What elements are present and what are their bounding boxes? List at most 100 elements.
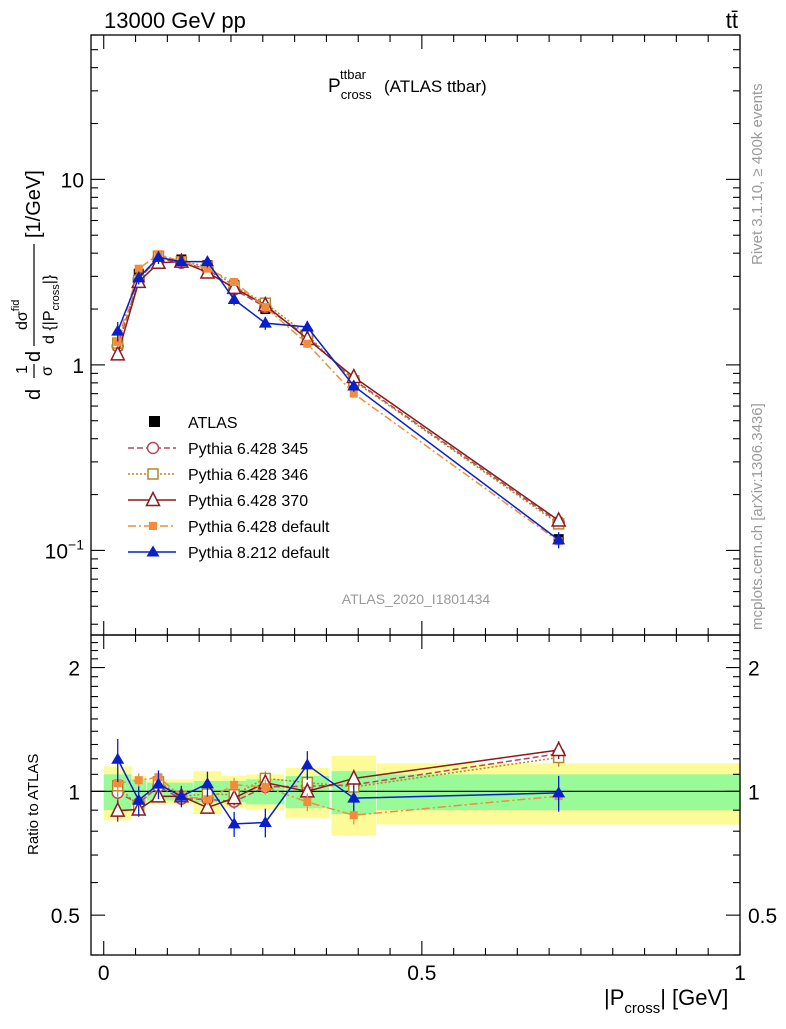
ratio-y-tick-label-right: 0.5 xyxy=(748,905,777,928)
ratio-y-tick-label-right: 1 xyxy=(748,781,760,804)
main-y-tick-label: 1 xyxy=(72,355,84,378)
ratio-point-pythia-8-212-default xyxy=(347,791,361,803)
legend: ATLAS Pythia 6.428 345 Pythia 6.428 346 Pyt… xyxy=(128,415,330,562)
series-point-pythia-8-212-default xyxy=(300,320,314,332)
ratio-point-pythia-8-212-default xyxy=(200,777,214,789)
chart-title-sub: cross xyxy=(341,87,373,102)
ratio-point-pythia-8-212-default xyxy=(258,815,272,827)
chart-title-sup: ttbar xyxy=(340,67,367,82)
legend-label-pythia-8-212-default: Pythia 8.212 default xyxy=(188,545,330,562)
series-line-pythia-8-212-default xyxy=(117,256,560,541)
ratio-y-tick-label-left: 1 xyxy=(68,781,80,804)
ratio-panel-frame xyxy=(90,634,741,956)
legend-marker-pythia-6-428-346 xyxy=(147,468,159,480)
legend-marker-pythia-6-428-default xyxy=(149,522,157,530)
ratio-point-pythia-6-428-default xyxy=(349,811,358,820)
legend-label-pythia-6-428-370: Pythia 6.428 370 xyxy=(188,493,308,510)
ratio-point-pythia-6-428-370 xyxy=(346,769,362,785)
ylabel-frac2-num-main: dσ xyxy=(14,311,31,330)
ratio-point-pythia-6-428-default xyxy=(303,798,312,807)
series-line-pythia-6-428-345 xyxy=(117,257,560,523)
main-y-tick-label-base: 10 xyxy=(45,540,68,563)
series-point-pythia-8-212-default xyxy=(151,250,165,262)
series-line-pythia-6-428-default xyxy=(117,253,560,542)
legend-marker-pythia-6-428-370 xyxy=(145,490,161,507)
ratio-point-pythia-8-212-default xyxy=(227,817,241,829)
xlabel-post: | [GeV] xyxy=(660,985,728,1010)
ratio-point-pythia-6-428-370 xyxy=(110,801,126,817)
ratio-point-pythia-8-212-default xyxy=(111,752,125,764)
chart-title-suffix: (ATLAS ttbar) xyxy=(384,77,487,96)
main-y-tick-label: 10 xyxy=(61,169,84,192)
main-y-tick-label-exponent: −1 xyxy=(68,536,84,552)
mcplots-label: mcplots.cern.ch [arXiv:1306.3436] xyxy=(749,403,766,630)
series-point-pythia-6-428-default xyxy=(303,339,312,348)
series-point-pythia-6-428-default xyxy=(349,389,358,398)
ylabel-frac2-den-main: d {|P xyxy=(41,310,58,344)
ratio-point-pythia-6-428-default xyxy=(261,782,270,791)
series-point-pythia-6-428-370 xyxy=(110,345,126,361)
legend-marker-pythia-6-428-345 xyxy=(146,441,160,455)
ratio-point-pythia-6-428-default xyxy=(113,779,122,788)
series-point-pythia-8-212-default xyxy=(552,533,566,545)
legend-label-pythia-6-428-346: Pythia 6.428 346 xyxy=(188,467,308,484)
series-point-pythia-8-212-default xyxy=(227,293,241,305)
ratio-point-pythia-8-212-default xyxy=(174,789,188,801)
ratio-y-tick-label-left: 2 xyxy=(68,658,80,681)
ratio-point-pythia-6-428-370 xyxy=(226,788,242,805)
x-tick-label: 0.5 xyxy=(407,962,436,985)
series-line-pythia-6-428-346 xyxy=(117,255,560,525)
main-y-axis-label: d 1 σ d dσfid d {|Pcross|} [1/GeV] xyxy=(10,170,62,400)
ratio-point-pythia-8-212-default xyxy=(300,758,314,770)
ylabel-frac1-num: 1 xyxy=(14,365,31,374)
ylabel-frac2-num-sup: fid xyxy=(10,300,22,312)
series-point-pythia-8-212-default xyxy=(111,324,125,336)
legend-label-atlas: ATLAS xyxy=(188,415,238,432)
ratio-y-axis-label: Ratio to ATLAS xyxy=(25,754,42,855)
svg-text:d: d xyxy=(23,389,45,400)
ylabel-mid: d xyxy=(23,351,45,362)
ratio-point-pythia-8-212-default xyxy=(151,777,165,789)
ratio-point-pythia-6-428-370 xyxy=(550,740,567,757)
series-point-pythia-8-212-default xyxy=(258,316,272,328)
chart-title: Pcross ttbar (ATLAS ttbar) xyxy=(328,67,487,102)
ratio-point-pythia-6-428-default xyxy=(203,795,212,804)
ratio-point-pythia-6-428-default xyxy=(134,776,143,785)
series-point-pythia-6-428-default xyxy=(203,264,212,273)
ratio-panel: 2 2 1 1 0.5 0.5 0 0.5 1 xyxy=(51,635,777,985)
legend-label-pythia-6-428-345: Pythia 6.428 345 xyxy=(188,441,308,458)
series-point-pythia-6-428-370 xyxy=(550,511,567,527)
legend-label-pythia-6-428-default: Pythia 6.428 default xyxy=(188,519,330,536)
ratio-y-tick-label-right: 2 xyxy=(748,658,760,681)
series-point-pythia-6-428-default xyxy=(113,337,122,346)
ratio-point-pythia-6-428-default xyxy=(230,780,239,789)
ratio-point-pythia-6-428-370 xyxy=(199,798,216,814)
main-y-tick-label: 10−1 xyxy=(45,536,85,563)
ylabel-frac2-num: dσfid xyxy=(10,300,31,330)
process-label: tt̄ xyxy=(726,8,738,33)
series-point-pythia-8-212-default xyxy=(174,255,188,267)
ratio-y-tick-label-left: 0.5 xyxy=(51,905,80,928)
ratio-line-pythia-6-428-default xyxy=(117,776,559,816)
series-point-pythia-6-428-default xyxy=(261,303,270,312)
ylabel-lead: d xyxy=(23,389,45,400)
series-point-pythia-8-212-default xyxy=(347,379,361,391)
series-point-pythia-6-428-default xyxy=(134,264,143,273)
x-tick-label: 0 xyxy=(98,962,110,985)
ylabel-frac2-den-sub: cross xyxy=(50,284,62,311)
ratio-line-pythia-8-212-default xyxy=(117,758,559,825)
ylabel-unit: [1/GeV] xyxy=(23,170,45,238)
series-point-pythia-8-212-default xyxy=(200,255,214,267)
ylabel-frac1-den: σ xyxy=(39,366,56,376)
series-line-pythia-6-428-370 xyxy=(117,260,560,522)
ratio-point-pythia-8-212-default xyxy=(132,793,146,805)
ylabel-frac2-den: d {|Pcross|} xyxy=(41,274,62,344)
legend-marker-pythia-8-212-default xyxy=(146,545,160,557)
chart-title-main: P xyxy=(328,76,341,97)
rivet-label: Rivet 3.1.10, ≥ 400k events xyxy=(749,83,766,265)
x-tick-label: 1 xyxy=(734,962,746,985)
series-point-pythia-8-212-default xyxy=(132,271,146,283)
